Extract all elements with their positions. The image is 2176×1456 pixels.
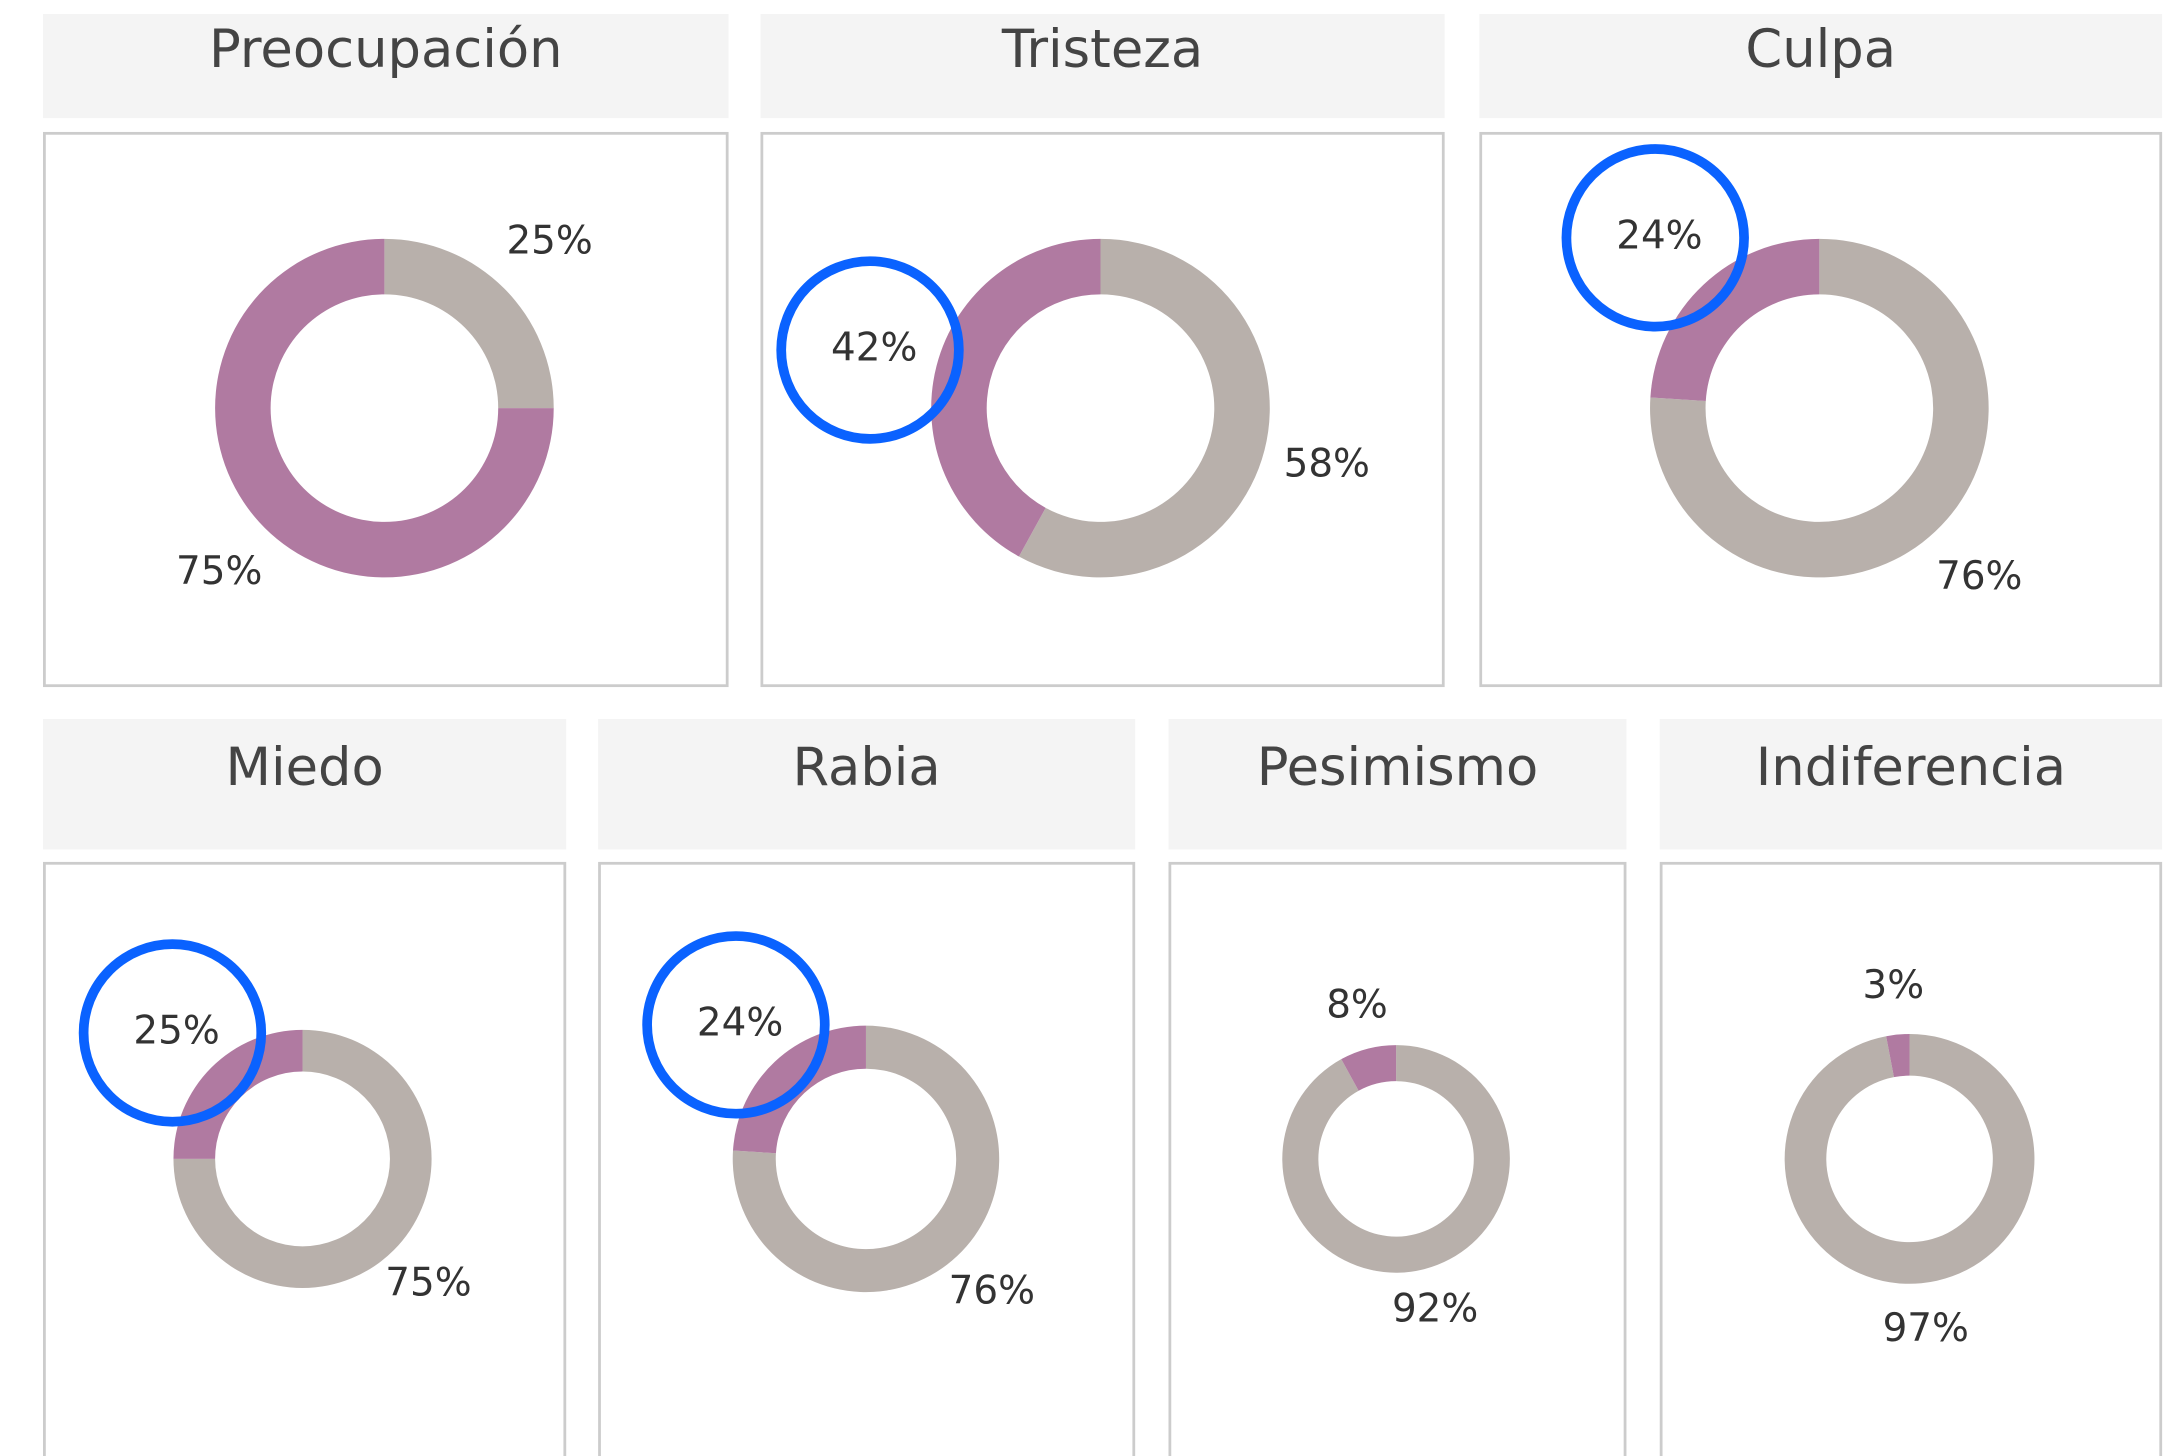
value-label: 75%	[176, 549, 262, 594]
chart-title: Rabia	[793, 737, 941, 798]
highlight-circle	[78, 939, 267, 1127]
value-label: 25%	[133, 1008, 219, 1053]
chart-box	[760, 131, 1445, 688]
donut-segment	[1886, 1034, 1910, 1078]
chart-title: Pesimismo	[1257, 737, 1539, 798]
donut-segment	[384, 238, 554, 409]
donut-segment	[1341, 1045, 1397, 1091]
chart-box	[1168, 861, 1627, 1456]
highlight-circle	[1561, 144, 1749, 332]
donut-segment	[1650, 238, 1989, 578]
chart-box	[598, 861, 1136, 1456]
chart-title: Indiferencia	[1756, 737, 2066, 798]
donut-segment	[1018, 238, 1270, 578]
value-label: 25%	[506, 218, 592, 263]
value-label: 76%	[949, 1268, 1035, 1313]
value-label: 58%	[1284, 442, 1370, 487]
donut-segment	[1650, 238, 1820, 401]
title-bar	[1168, 718, 1627, 850]
chart-box	[1479, 131, 2163, 688]
donut-segment	[1784, 1033, 2035, 1284]
highlight-circle	[642, 931, 830, 1119]
donut-segment	[215, 238, 554, 578]
value-label: 3%	[1863, 963, 1925, 1008]
value-label: 75%	[385, 1260, 471, 1305]
donut-segment	[1282, 1045, 1510, 1273]
chart-box	[43, 861, 567, 1456]
highlight-circle	[776, 256, 964, 444]
value-label: 24%	[697, 1000, 783, 1045]
donut-segment	[732, 1025, 1000, 1293]
value-label: 8%	[1326, 982, 1388, 1027]
chart-title: Culpa	[1745, 19, 1896, 80]
value-label: 42%	[831, 326, 917, 371]
donut-segment	[931, 238, 1101, 557]
value-label: 92%	[1392, 1287, 1478, 1332]
chart-box	[43, 131, 729, 688]
chart-title: Miedo	[225, 737, 383, 798]
value-label: 97%	[1883, 1306, 1969, 1351]
chart-title: Preocupación	[209, 19, 563, 80]
title-bar	[1659, 718, 2163, 850]
title-bar	[760, 14, 1445, 119]
value-label: 76%	[1936, 554, 2022, 599]
donut-segment	[173, 1029, 432, 1288]
chart-title: Tristeza	[1001, 19, 1203, 80]
title-bar	[43, 718, 567, 850]
title-bar	[598, 718, 1136, 850]
value-label: 24%	[1616, 213, 1702, 258]
title-bar	[43, 14, 729, 119]
title-bar	[1479, 14, 2163, 119]
chart-box	[1659, 861, 2163, 1456]
